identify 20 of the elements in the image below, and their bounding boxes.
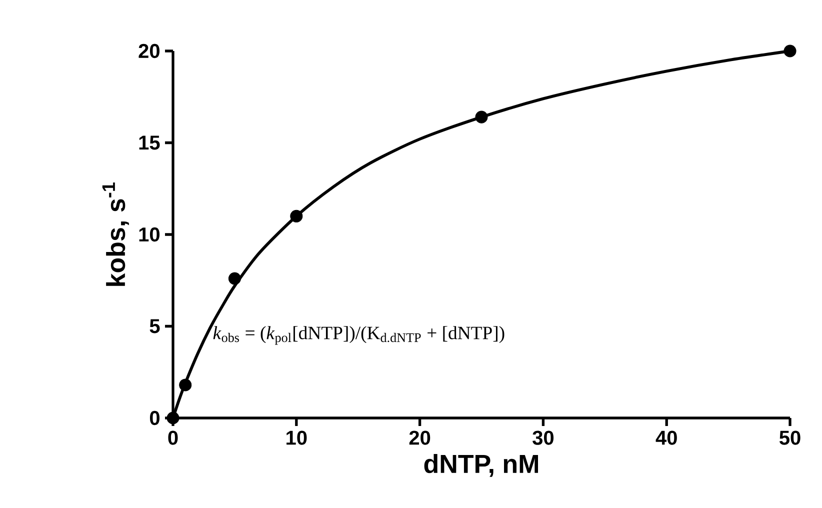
x-tick-label: 50 xyxy=(780,430,800,445)
x-tick-label: 30 xyxy=(532,430,554,445)
y-tick-label: 5 xyxy=(150,319,160,334)
x-tick-label: 10 xyxy=(286,430,307,445)
y-tick-label: 0 xyxy=(150,410,160,426)
y-axis-title: kobs, s$^{-1}$ xyxy=(102,182,129,286)
y-tick-label: 15 xyxy=(139,136,160,150)
x-tick-label: 20 xyxy=(409,430,430,445)
point xyxy=(475,110,488,124)
point xyxy=(784,44,796,58)
annotation: k$_{obs}$ = (k$_{pol}$[dNTP])/(K$_{d.dNTP}$ + [dNTP]) xyxy=(213,326,504,345)
point xyxy=(166,412,180,424)
point xyxy=(179,378,192,392)
x-axis-title: dNTP, nM xyxy=(424,454,538,477)
x-tick-label: 0 xyxy=(168,430,178,445)
point xyxy=(228,272,241,285)
point xyxy=(290,210,303,222)
y-tick-label: 10 xyxy=(139,227,160,242)
y-tick-label: 20 xyxy=(138,44,160,58)
x-tick-label: 40 xyxy=(656,430,677,445)
